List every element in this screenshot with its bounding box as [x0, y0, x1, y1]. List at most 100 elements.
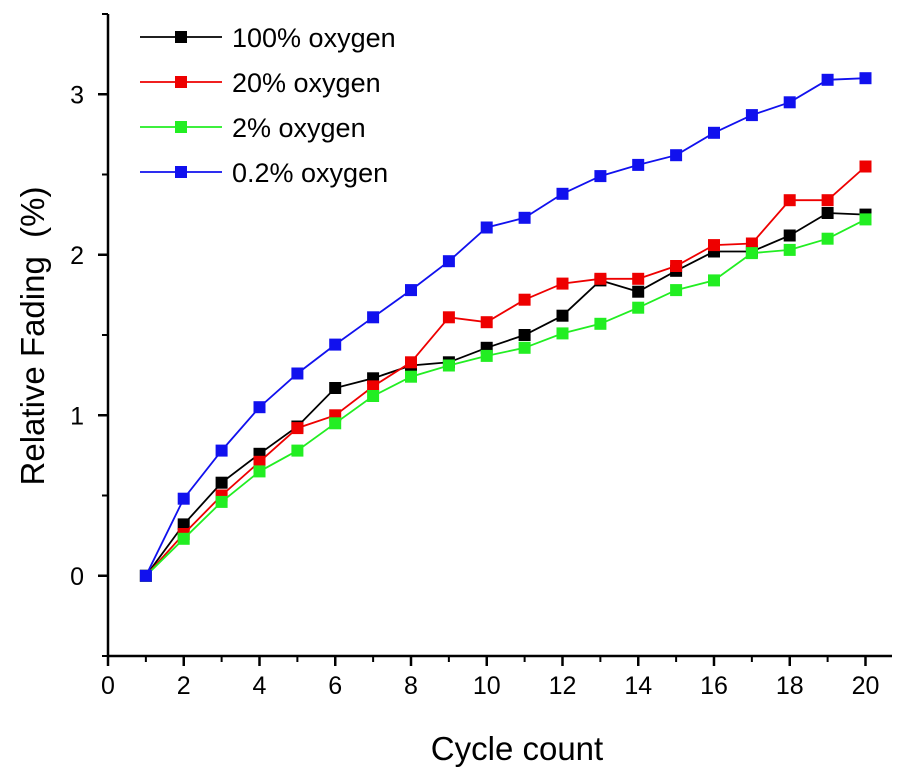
data-point — [518, 341, 531, 354]
data-point — [480, 316, 493, 329]
legend-label: 100% oxygen — [232, 23, 396, 53]
data-point — [518, 293, 531, 306]
data-point — [215, 495, 228, 508]
data-point — [215, 444, 228, 457]
data-point — [405, 284, 417, 297]
data-point — [708, 274, 720, 287]
data-point — [821, 207, 834, 219]
data-point — [291, 367, 304, 380]
x-tick-label: 4 — [253, 672, 267, 700]
x-tick-label: 18 — [776, 672, 804, 700]
y-tick-label: 2 — [70, 242, 84, 270]
x-tick-label: 10 — [473, 672, 501, 700]
data-point — [594, 317, 607, 330]
data-point — [556, 327, 569, 340]
series-2 — [139, 213, 872, 582]
data-point — [480, 221, 493, 234]
data-point — [632, 301, 645, 314]
legend-marker — [175, 166, 187, 178]
legend-label: 20% oxygen — [232, 68, 381, 98]
data-point — [859, 160, 872, 173]
data-point — [556, 277, 569, 290]
x-tick-label: 6 — [328, 672, 342, 700]
data-point — [632, 158, 645, 171]
data-point — [745, 237, 758, 250]
data-point — [670, 284, 683, 297]
y-tick-label: 1 — [70, 402, 84, 430]
data-point — [367, 380, 380, 393]
data-point — [518, 329, 531, 341]
data-point — [859, 72, 872, 85]
data-point — [632, 272, 645, 285]
data-point — [556, 309, 569, 322]
legend-marker — [175, 76, 187, 88]
data-point — [253, 455, 266, 468]
data-point — [783, 229, 796, 242]
y-tick-label: 0 — [70, 563, 84, 591]
series-line — [145, 77, 866, 577]
data-point — [215, 476, 228, 489]
x-tick-label: 0 — [101, 672, 115, 700]
data-point — [442, 359, 455, 372]
data-point — [745, 109, 758, 122]
data-point — [670, 260, 683, 272]
data-point — [783, 243, 796, 256]
data-point — [783, 96, 796, 109]
x-tick-label: 2 — [177, 672, 191, 700]
data-point — [291, 444, 304, 457]
data-point — [367, 311, 380, 324]
legend-marker — [175, 121, 187, 133]
data-point — [670, 149, 683, 162]
data-point — [405, 370, 417, 383]
series-line — [145, 165, 867, 577]
data-point — [556, 187, 569, 200]
data-point — [329, 417, 342, 430]
x-axis-title: Cycle count — [431, 730, 603, 767]
data-point — [708, 239, 720, 252]
data-point — [594, 170, 607, 183]
legend-entry: 2% oxygen — [140, 113, 366, 143]
data-point — [291, 422, 304, 435]
data-point — [821, 232, 834, 245]
series-line — [145, 218, 866, 577]
data-point — [518, 211, 531, 224]
data-point — [253, 401, 266, 414]
legend: 100% oxygen 20% oxygen 2% oxygen 0.2% oxyge… — [140, 23, 396, 188]
y-axis-title: Relative Fading (%) — [14, 187, 51, 486]
data-point — [177, 518, 190, 531]
series-0 — [139, 207, 872, 582]
data-point — [632, 285, 645, 298]
x-tick-label: 12 — [549, 672, 577, 700]
data-point — [859, 213, 872, 226]
data-point — [745, 247, 758, 260]
x-tick-label: 20 — [852, 672, 880, 700]
data-point — [594, 272, 607, 285]
data-point — [177, 492, 190, 505]
data-point — [329, 338, 342, 351]
x-tick-label: 14 — [624, 672, 652, 700]
data-point — [708, 126, 720, 139]
legend-label: 0.2% oxygen — [232, 158, 388, 188]
series-layer — [139, 72, 872, 582]
data-point — [177, 532, 190, 545]
data-point — [367, 390, 380, 402]
data-point — [442, 311, 455, 324]
data-point — [139, 569, 152, 582]
legend-entry: 20% oxygen — [140, 68, 381, 98]
y-tick-label: 3 — [70, 81, 84, 109]
legend-label: 2% oxygen — [232, 113, 366, 143]
legend-entry: 0.2% oxygen — [140, 158, 388, 188]
series-line — [145, 212, 866, 577]
data-point — [329, 382, 342, 394]
legend-marker — [175, 31, 187, 43]
data-point — [821, 73, 834, 86]
data-point — [480, 349, 493, 362]
data-point — [442, 255, 455, 268]
data-point — [253, 465, 266, 478]
x-tick-label: 16 — [700, 672, 728, 700]
x-tick-label: 8 — [404, 672, 418, 700]
series-1 — [139, 160, 872, 582]
